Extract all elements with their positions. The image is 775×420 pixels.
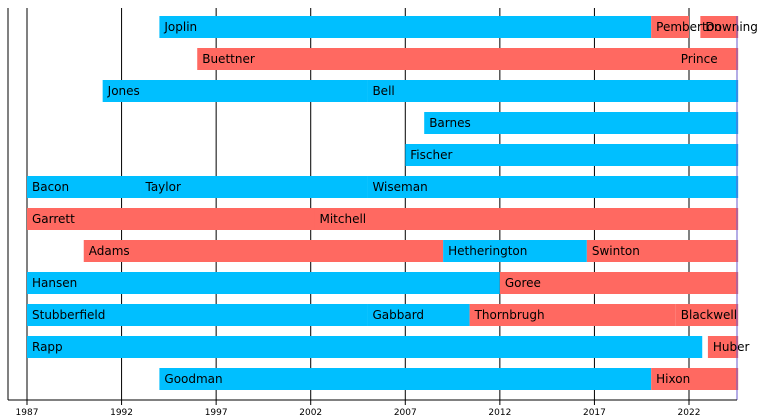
x-tick-label: 2007 <box>394 408 417 418</box>
bar-segment <box>159 16 652 38</box>
bar-segment <box>675 304 739 326</box>
segment-label: Hansen <box>32 276 77 290</box>
bar-segment <box>424 112 739 134</box>
bar-segment <box>651 16 689 38</box>
bar-segment <box>707 336 739 358</box>
bar-segment <box>651 368 739 390</box>
bar-segment <box>367 176 739 198</box>
bar-segment <box>159 368 652 390</box>
x-tick-label: 2012 <box>488 408 511 418</box>
segment-label: Downing <box>705 20 758 34</box>
segment-label: Bacon <box>32 180 69 194</box>
segment-label: Taylor <box>144 180 180 194</box>
bar-segment <box>586 240 739 262</box>
grid-lines <box>7 8 690 400</box>
x-tick-label: 1987 <box>16 408 39 418</box>
segment-label: Pemberton <box>656 20 721 34</box>
segment-label: Adams <box>89 244 130 258</box>
bar-segment <box>197 48 739 70</box>
x-tick-label: 2022 <box>678 408 701 418</box>
bar-segment <box>469 304 676 326</box>
bar-segment <box>83 240 444 262</box>
bar-segment <box>405 144 739 166</box>
segment-label: Rapp <box>32 340 63 354</box>
bar-segment <box>27 272 500 294</box>
segment-label: Stubberfield <box>32 308 105 322</box>
bar-segment <box>700 16 739 38</box>
segment-label: Garrett <box>32 212 75 226</box>
segment-label: Bell <box>372 84 394 98</box>
segment-label: Hixon <box>656 372 690 386</box>
segment-label: Hetherington <box>448 244 527 258</box>
bar-segment <box>499 272 739 294</box>
bar-segment <box>367 304 470 326</box>
segment-label: Fischer <box>410 148 452 162</box>
segment-label: Huber <box>713 340 750 354</box>
segment-label: Mitchell <box>319 212 366 226</box>
segment-label: Blackwell <box>681 308 737 322</box>
segment-label: Wiseman <box>372 180 427 194</box>
segment-label: Barnes <box>429 116 471 130</box>
bar-segment <box>102 80 368 102</box>
x-tick-label: 2002 <box>299 408 322 418</box>
segment-label: Goodman <box>164 372 222 386</box>
bar-segment <box>443 240 587 262</box>
segment-label: Goree <box>505 276 541 290</box>
segment-label: Swinton <box>592 244 640 258</box>
segment-label: Thornbrugh <box>474 308 545 322</box>
segment-label: Jones <box>107 84 140 98</box>
segment-label: Gabbard <box>372 308 424 322</box>
segment-label: Buettner <box>202 52 255 66</box>
x-axis: 1987 1992 1997 2002 2007 2012 2017 2022 <box>8 16 738 418</box>
bar-segment <box>140 176 368 198</box>
segment-label: Prince <box>681 52 718 66</box>
bars-layer <box>27 16 739 390</box>
bar-segment <box>314 208 739 230</box>
bar-segment <box>27 304 368 326</box>
bar-segment <box>27 208 315 230</box>
x-tick-label: 1997 <box>205 408 228 418</box>
x-tick-label: 2017 <box>583 408 606 418</box>
bar-segment <box>367 80 739 102</box>
bar-segment <box>27 176 141 198</box>
x-tick-label: 1992 <box>110 408 133 418</box>
segment-label: Joplin <box>163 20 197 34</box>
bar-segment <box>27 336 703 358</box>
